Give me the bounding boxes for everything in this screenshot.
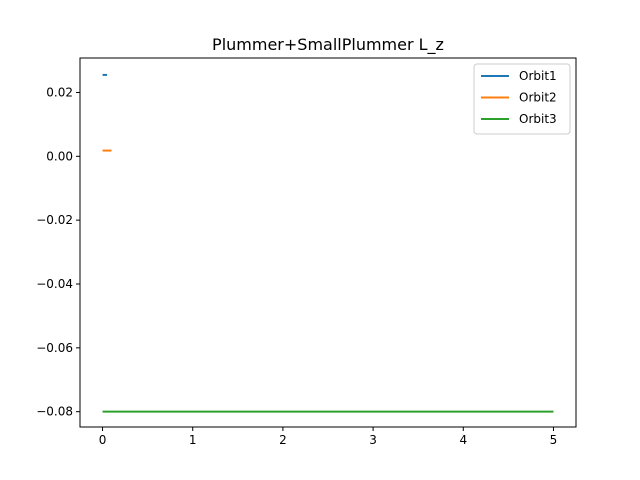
legend-label-orbit3: Orbit3	[519, 112, 557, 126]
y-tick-label: 0.02	[46, 85, 73, 99]
legend-label-orbit1: Orbit1	[519, 69, 557, 83]
x-tick-label: 3	[369, 433, 377, 447]
x-tick-label: 4	[459, 433, 467, 447]
y-tick-label: −0.04	[36, 277, 73, 291]
legend-box	[473, 63, 571, 135]
x-tick-label: 1	[189, 433, 197, 447]
x-axis: 0 1 2 3 4 5	[99, 427, 558, 447]
y-tick-label: −0.02	[36, 213, 73, 227]
y-tick-label: −0.06	[36, 341, 73, 355]
legend-label-orbit2: Orbit2	[519, 91, 557, 105]
y-tick-label: −0.08	[36, 405, 73, 419]
chart-title: Plummer+SmallPlummer L_z	[212, 35, 444, 55]
legend: Orbit1 Orbit2 Orbit3	[473, 63, 571, 135]
y-axis: 0.02 0.00 −0.02 −0.04 −0.06 −0.08	[36, 85, 80, 419]
x-tick-label: 2	[279, 433, 287, 447]
plot-frame	[79, 57, 577, 428]
y-tick-label: 0.00	[46, 149, 73, 163]
x-tick-label: 5	[550, 433, 558, 447]
series-layer	[102, 73, 554, 413]
x-tick-label: 0	[99, 433, 107, 447]
plot-area: 0 1 2 3 4 5 0.02 0.00 −0.02 −0.04 −0.06 −0.08	[36, 57, 577, 447]
